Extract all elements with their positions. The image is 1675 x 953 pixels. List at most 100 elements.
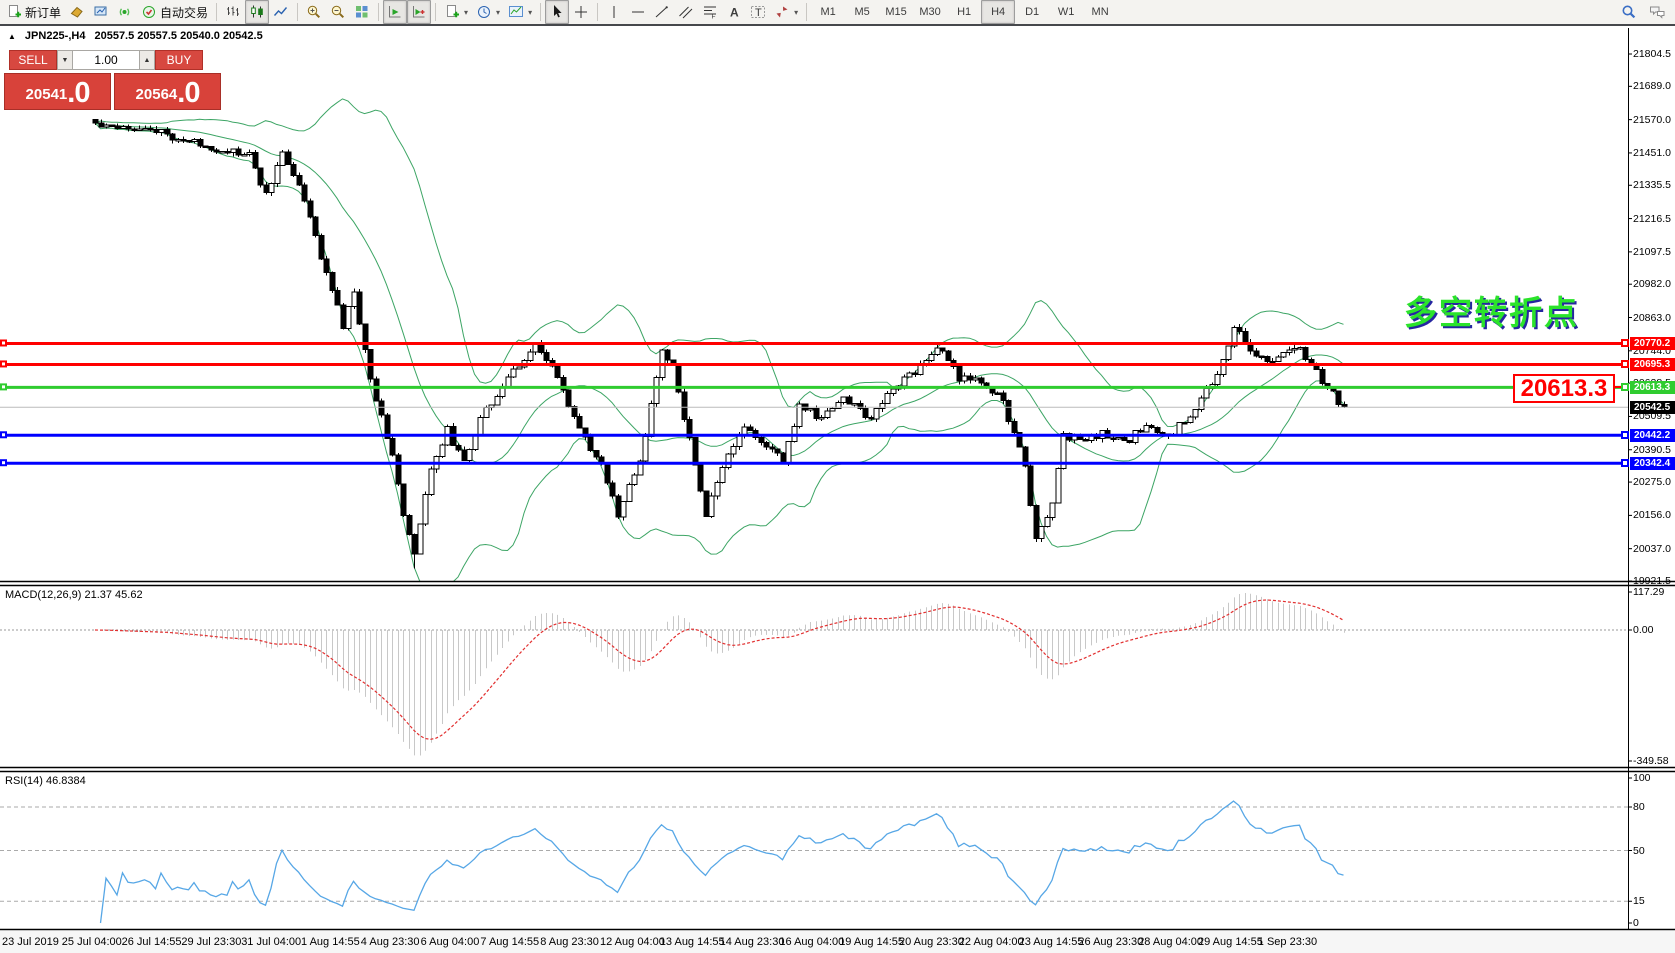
timeframe-m15-button[interactable]: M15 [885,6,907,18]
time-tick-label: 7 Aug 14:55 [480,936,540,948]
timeframe-m5-button[interactable]: M5 [854,6,870,18]
clock-icon [476,4,492,20]
market-watch-button[interactable] [89,0,113,24]
time-tick-label: 23 Jul 2019 [2,936,59,948]
level-price-tag: 20442.2 [1630,428,1675,442]
time-axis[interactable]: 23 Jul 2019 25 Jul 04:00 26 Jul 14:55 29 Ju… [0,931,1675,953]
chart-window[interactable]: ▲ JPN225-,H4 20557.5 20557.5 20540.0 205… [0,28,1675,953]
chat-icon[interactable] [1645,0,1669,24]
crosshair-button[interactable] [569,0,593,24]
rsi-tick-label: 50 [1633,844,1645,857]
timeframe-m1-button[interactable]: M1 [820,6,836,18]
level-endpoint-left[interactable] [0,431,7,439]
time-tick-label: 6 Aug 04:00 [420,936,480,948]
new-order-button[interactable]: 新订单 [2,0,65,24]
chevron-down-icon[interactable]: ▾ [528,7,533,17]
sell-price-main: 20541 [25,86,68,103]
price-tick-label: 20390.5 [1633,443,1671,456]
price-tick-label: 21335.5 [1633,179,1671,192]
trendline-button[interactable] [650,0,674,24]
label-button[interactable]: T [746,0,770,24]
price-tick-label: 20982.0 [1633,278,1671,291]
timeframe-h1-button[interactable]: H1 [957,6,972,18]
buy-price-box[interactable]: 20564.0 [114,73,221,110]
price-tick-label: 20275.0 [1633,476,1671,489]
bars-icon [225,4,241,20]
arrows-button[interactable]: ▾ [770,0,802,24]
toolbar-separator [540,3,542,21]
time-tick-label: 31 Jul 04:00 [241,936,302,948]
chevron-down-icon[interactable]: ▾ [464,7,469,17]
highlight-price-annotation: 20613.3 [1513,374,1615,403]
volume-down-button[interactable]: ▼ [57,50,73,70]
level-price-tag: 20613.3 [1630,380,1675,394]
line-chart-button[interactable] [269,0,293,24]
bollinger-middle [94,122,1344,465]
price-tick-label: 20037.0 [1633,542,1671,555]
text-a-icon: A [726,4,742,20]
zoom-out-icon [330,4,346,20]
fibonacci-button[interactable]: F [698,0,722,24]
autotrading-icon [141,4,157,20]
zoom-in-icon [306,4,322,20]
level-endpoint-left[interactable] [0,459,7,467]
templates-button[interactable]: ▾ [504,0,536,24]
price-tick-label: 19921.5 [1633,575,1671,587]
panel-collapse-icon[interactable]: ▲ [8,31,16,41]
profiles-button[interactable] [65,0,89,24]
rsi-line [99,800,1344,924]
timeframe-d1-button[interactable]: D1 [1025,6,1040,18]
signals-button[interactable] [113,0,137,24]
volume-input[interactable] [73,50,139,70]
sell-price-box[interactable]: 20541.0 [4,73,111,110]
auto-scroll-button[interactable] [383,0,408,24]
zoom-in-button[interactable] [302,0,326,24]
time-tick-label: 29 Aug 14:55 [1198,936,1263,948]
level-endpoint-left[interactable] [0,339,7,347]
rsi-tick-label: 0 [1633,917,1639,929]
toolbar-separator [216,3,218,21]
crosshair-icon [573,4,589,20]
buy-button[interactable]: BUY [155,50,203,70]
price-tick-label: 21451.0 [1633,146,1671,159]
time-tick-label: 19 Aug 14:55 [839,936,905,948]
channel-button[interactable] [674,0,698,24]
horizontal-line-button[interactable] [626,0,650,24]
sell-price-fraction: .0 [67,77,90,109]
macd-signal-line [94,599,1344,740]
toolbar-separator [435,3,437,21]
volume-up-button[interactable]: ▲ [139,50,155,70]
autotrading-button[interactable]: 自动交易 [137,0,212,24]
macd-pane[interactable] [0,593,1628,756]
cursor-button[interactable] [545,0,570,24]
chart-shift-button[interactable] [407,0,432,24]
search-icon[interactable] [1617,0,1641,24]
timeframe-h4-button[interactable]: H4 [981,0,1016,24]
symbol-title: JPN225-,H4 [24,30,86,42]
level-endpoint-left[interactable] [0,360,7,368]
tile-windows-button[interactable] [350,0,374,24]
sell-button[interactable]: SELL [9,50,57,70]
time-tick-label: 1 Aug 14:55 [301,936,360,948]
price-tick-label: 20156.0 [1633,509,1671,522]
chevron-down-icon[interactable]: ▾ [496,7,501,17]
chevron-down-icon[interactable]: ▾ [794,7,799,17]
vertical-line-button[interactable] [602,0,626,24]
candlestick-chart-button[interactable] [245,0,270,24]
level-endpoint-left[interactable] [0,383,7,391]
bar-chart-button[interactable] [221,0,245,24]
periods-button[interactable]: ▾ [472,0,504,24]
zoom-out-button[interactable] [326,0,350,24]
time-tick-label: 22 Aug 04:00 [958,936,1024,948]
indicators-button[interactable]: ▾ [440,0,472,24]
svg-text:F: F [712,14,716,21]
text-button[interactable]: A [722,0,746,24]
chart-canvas[interactable] [0,28,1675,953]
toolbar-separator [806,3,808,21]
price-tick-label: 21804.5 [1633,48,1671,60]
timeframe-mn-button[interactable]: MN [1091,6,1109,18]
autotrading-button-label: 自动交易 [160,5,209,20]
rsi-indicator-label: RSI(14) 46.8384 [5,775,86,787]
timeframe-w1-button[interactable]: W1 [1057,6,1075,18]
timeframe-m30-button[interactable]: M30 [919,6,941,18]
